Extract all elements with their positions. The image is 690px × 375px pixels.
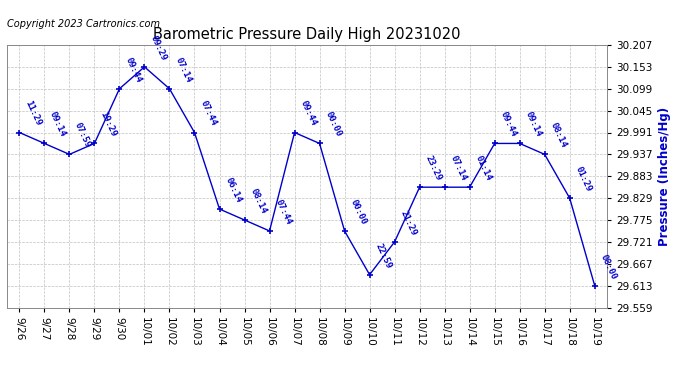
Text: 08:00: 08:00: [598, 253, 618, 281]
Text: 00:00: 00:00: [324, 110, 343, 139]
Text: 11:29: 11:29: [23, 99, 43, 128]
Text: 07:44: 07:44: [198, 99, 218, 128]
Text: 09:14: 09:14: [524, 110, 543, 139]
Text: 07:44: 07:44: [273, 198, 293, 226]
Text: 09:44: 09:44: [298, 99, 318, 128]
Text: 07:14: 07:14: [173, 56, 193, 84]
Text: Copyright 2023 Cartronics.com: Copyright 2023 Cartronics.com: [7, 19, 160, 29]
Text: 09:44: 09:44: [124, 56, 143, 84]
Text: 23:29: 23:29: [424, 154, 443, 182]
Text: 01:14: 01:14: [473, 154, 493, 182]
Text: 01:29: 01:29: [573, 165, 593, 193]
Text: 09:44: 09:44: [498, 110, 518, 139]
Text: 06:14: 06:14: [224, 176, 243, 204]
Text: 07:59: 07:59: [73, 122, 92, 150]
Text: 07:14: 07:14: [448, 154, 468, 182]
Text: 22:59: 22:59: [373, 242, 393, 270]
Text: 00:00: 00:00: [348, 198, 368, 226]
Text: 08:14: 08:14: [248, 187, 268, 215]
Text: 21:29: 21:29: [398, 209, 418, 237]
Y-axis label: Pressure (Inches/Hg): Pressure (Inches/Hg): [658, 106, 671, 246]
Text: 09:14: 09:14: [48, 110, 68, 139]
Text: 09:29: 09:29: [148, 34, 168, 62]
Text: 19:29: 19:29: [98, 110, 118, 139]
Title: Barometric Pressure Daily High 20231020: Barometric Pressure Daily High 20231020: [153, 27, 461, 42]
Text: 08:14: 08:14: [549, 122, 568, 150]
